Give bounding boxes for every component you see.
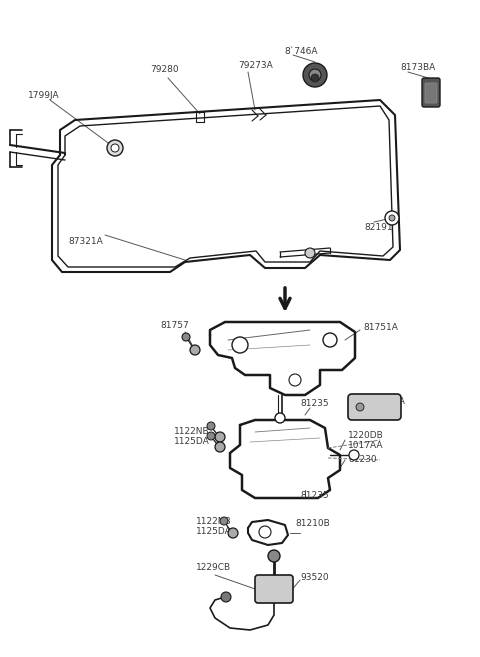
Circle shape	[275, 413, 285, 423]
Circle shape	[111, 144, 119, 152]
Text: 81210B: 81210B	[295, 518, 330, 528]
Text: 79280: 79280	[150, 66, 179, 74]
Circle shape	[289, 374, 301, 386]
Text: 8`746A: 8`746A	[284, 47, 317, 57]
Text: 95790A: 95790A	[370, 397, 405, 407]
Text: 1017AA: 1017AA	[348, 440, 384, 449]
Text: 1799JA: 1799JA	[28, 91, 60, 99]
Circle shape	[303, 63, 327, 87]
Text: 82191: 82191	[364, 223, 393, 233]
Circle shape	[207, 432, 215, 440]
Circle shape	[215, 442, 225, 452]
Text: 87321A: 87321A	[68, 237, 103, 246]
Circle shape	[311, 74, 319, 82]
Circle shape	[232, 337, 248, 353]
Circle shape	[268, 550, 280, 562]
Text: 93520: 93520	[300, 572, 329, 581]
FancyBboxPatch shape	[425, 83, 437, 103]
Text: 81230: 81230	[348, 455, 377, 464]
Circle shape	[305, 248, 315, 258]
Circle shape	[220, 517, 228, 525]
Circle shape	[228, 528, 238, 538]
Circle shape	[323, 333, 337, 347]
Text: 1122NB: 1122NB	[196, 518, 232, 526]
Circle shape	[221, 592, 231, 602]
FancyBboxPatch shape	[422, 78, 440, 107]
FancyBboxPatch shape	[255, 575, 293, 603]
Text: 1125DA: 1125DA	[174, 438, 210, 447]
Circle shape	[389, 215, 395, 221]
Text: 81757: 81757	[160, 321, 189, 330]
Text: 81235: 81235	[300, 491, 329, 499]
Circle shape	[207, 422, 215, 430]
Text: 8173BA: 8173BA	[400, 64, 435, 72]
Circle shape	[309, 69, 321, 81]
Text: 1229CB: 1229CB	[196, 564, 231, 572]
Circle shape	[182, 333, 190, 341]
Text: 1125DA: 1125DA	[196, 528, 232, 537]
Text: 79273A: 79273A	[238, 60, 273, 70]
Circle shape	[349, 450, 359, 460]
Text: 81235: 81235	[300, 399, 329, 407]
Text: 1122NB: 1122NB	[174, 428, 210, 436]
Circle shape	[259, 526, 271, 538]
Circle shape	[107, 140, 123, 156]
Circle shape	[356, 403, 364, 411]
FancyBboxPatch shape	[348, 394, 401, 420]
Text: 1220DB: 1220DB	[348, 430, 384, 440]
Circle shape	[215, 432, 225, 442]
Text: 81751A: 81751A	[363, 323, 398, 332]
Circle shape	[190, 345, 200, 355]
Circle shape	[385, 211, 399, 225]
